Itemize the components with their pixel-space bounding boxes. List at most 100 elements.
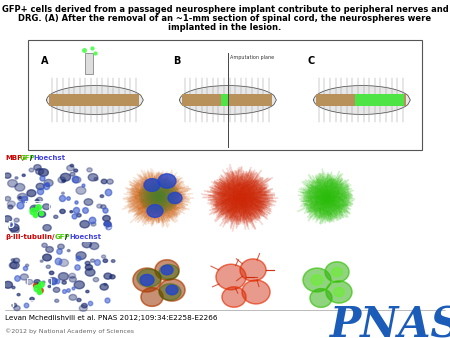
Polygon shape	[306, 176, 348, 218]
Ellipse shape	[62, 281, 66, 284]
Polygon shape	[230, 187, 254, 208]
Ellipse shape	[311, 275, 323, 285]
Polygon shape	[234, 192, 247, 203]
Ellipse shape	[240, 259, 266, 281]
Polygon shape	[207, 166, 274, 225]
Polygon shape	[148, 186, 171, 206]
Ellipse shape	[110, 275, 115, 279]
Text: B: B	[174, 56, 181, 66]
Polygon shape	[122, 169, 194, 226]
Polygon shape	[130, 175, 185, 226]
Polygon shape	[152, 190, 166, 202]
Ellipse shape	[4, 281, 13, 288]
Polygon shape	[150, 193, 164, 203]
Ellipse shape	[46, 246, 53, 252]
Ellipse shape	[8, 180, 18, 187]
Ellipse shape	[67, 165, 74, 171]
Ellipse shape	[67, 249, 70, 252]
Polygon shape	[143, 181, 176, 211]
Polygon shape	[157, 194, 161, 198]
Ellipse shape	[144, 178, 160, 191]
Polygon shape	[135, 178, 180, 216]
Polygon shape	[313, 185, 342, 212]
Polygon shape	[139, 183, 175, 214]
Ellipse shape	[36, 283, 40, 287]
Polygon shape	[146, 184, 172, 208]
Ellipse shape	[36, 183, 45, 190]
Ellipse shape	[74, 169, 78, 172]
Ellipse shape	[90, 243, 99, 249]
Polygon shape	[141, 180, 177, 212]
Polygon shape	[133, 177, 181, 220]
Text: implanted in the lesion.: implanted in the lesion.	[168, 23, 282, 32]
Text: E: E	[119, 221, 125, 230]
Ellipse shape	[100, 195, 104, 197]
Ellipse shape	[5, 196, 11, 201]
Ellipse shape	[303, 268, 331, 292]
Polygon shape	[141, 184, 174, 211]
Polygon shape	[323, 194, 331, 202]
Ellipse shape	[7, 201, 15, 207]
Bar	[28, 40, 422, 150]
Text: 50 μm: 50 μm	[101, 226, 114, 230]
Ellipse shape	[26, 264, 29, 267]
Ellipse shape	[34, 165, 41, 170]
Ellipse shape	[43, 224, 51, 231]
Ellipse shape	[54, 215, 58, 218]
Polygon shape	[308, 180, 346, 215]
Ellipse shape	[55, 299, 59, 302]
Ellipse shape	[85, 261, 90, 265]
Polygon shape	[131, 178, 182, 221]
Polygon shape	[145, 187, 169, 211]
Text: MBP/: MBP/	[5, 155, 25, 161]
Ellipse shape	[166, 285, 178, 295]
Polygon shape	[237, 194, 246, 202]
Ellipse shape	[85, 269, 95, 276]
Ellipse shape	[36, 168, 44, 174]
Ellipse shape	[325, 262, 349, 282]
Polygon shape	[128, 172, 185, 224]
Polygon shape	[201, 167, 277, 230]
Ellipse shape	[49, 277, 57, 284]
Ellipse shape	[58, 273, 68, 280]
Ellipse shape	[44, 179, 53, 186]
Ellipse shape	[242, 280, 270, 304]
Ellipse shape	[70, 211, 73, 213]
Ellipse shape	[11, 227, 19, 234]
Ellipse shape	[101, 179, 107, 184]
Text: ©2012 by National Academy of Sciences: ©2012 by National Academy of Sciences	[5, 328, 134, 334]
Ellipse shape	[310, 289, 332, 307]
Ellipse shape	[36, 197, 43, 202]
Ellipse shape	[22, 174, 25, 176]
Text: DRG. (A) After the removal of an ~1-mm section of spinal cord, the neurospheres : DRG. (A) After the removal of an ~1-mm s…	[18, 14, 432, 23]
Ellipse shape	[60, 173, 71, 181]
Ellipse shape	[87, 168, 92, 172]
Ellipse shape	[30, 297, 34, 301]
Text: I: I	[119, 300, 122, 309]
Polygon shape	[154, 196, 160, 200]
Text: /: /	[30, 155, 32, 161]
Ellipse shape	[159, 279, 185, 301]
Text: PNAS: PNAS	[330, 304, 450, 338]
Ellipse shape	[35, 199, 39, 202]
Ellipse shape	[91, 222, 96, 226]
Ellipse shape	[73, 177, 81, 183]
Polygon shape	[151, 189, 167, 203]
Text: F: F	[203, 221, 209, 230]
Text: H: H	[7, 300, 14, 309]
Ellipse shape	[159, 284, 181, 300]
Ellipse shape	[43, 204, 50, 210]
Polygon shape	[228, 186, 255, 210]
Ellipse shape	[43, 254, 51, 261]
Ellipse shape	[48, 285, 51, 288]
Ellipse shape	[111, 260, 115, 262]
Ellipse shape	[133, 268, 161, 292]
Polygon shape	[154, 192, 164, 200]
Ellipse shape	[9, 224, 19, 232]
Ellipse shape	[222, 287, 246, 307]
Ellipse shape	[100, 284, 108, 290]
Ellipse shape	[216, 264, 246, 290]
Text: Amputation plane: Amputation plane	[230, 55, 274, 60]
Ellipse shape	[86, 265, 93, 270]
Polygon shape	[303, 174, 352, 221]
